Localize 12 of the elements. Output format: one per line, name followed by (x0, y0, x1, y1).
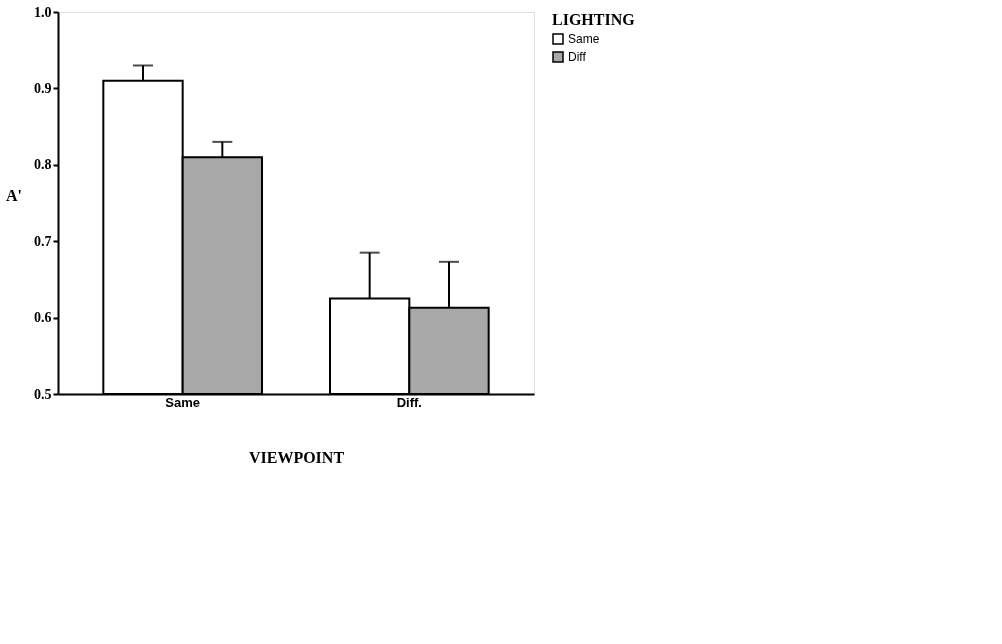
y-tick-label: 1.0 (34, 4, 52, 20)
y-tick-label: 0.7 (34, 233, 52, 249)
y-tick-label: 0.9 (34, 80, 52, 96)
legend-label: Diff (568, 50, 587, 64)
y-tick-label: 0.6 (34, 310, 52, 326)
legend-title: LIGHTING (552, 11, 636, 28)
legend-label: Same (568, 32, 600, 46)
y-tick-label: 0.5 (34, 386, 52, 402)
y-axis-title: A' (6, 186, 22, 204)
x-tick-label: Diff. (396, 394, 422, 410)
x-axis-title: VIEWPOINT (248, 448, 345, 466)
y-tick-label: 0.8 (34, 157, 52, 173)
